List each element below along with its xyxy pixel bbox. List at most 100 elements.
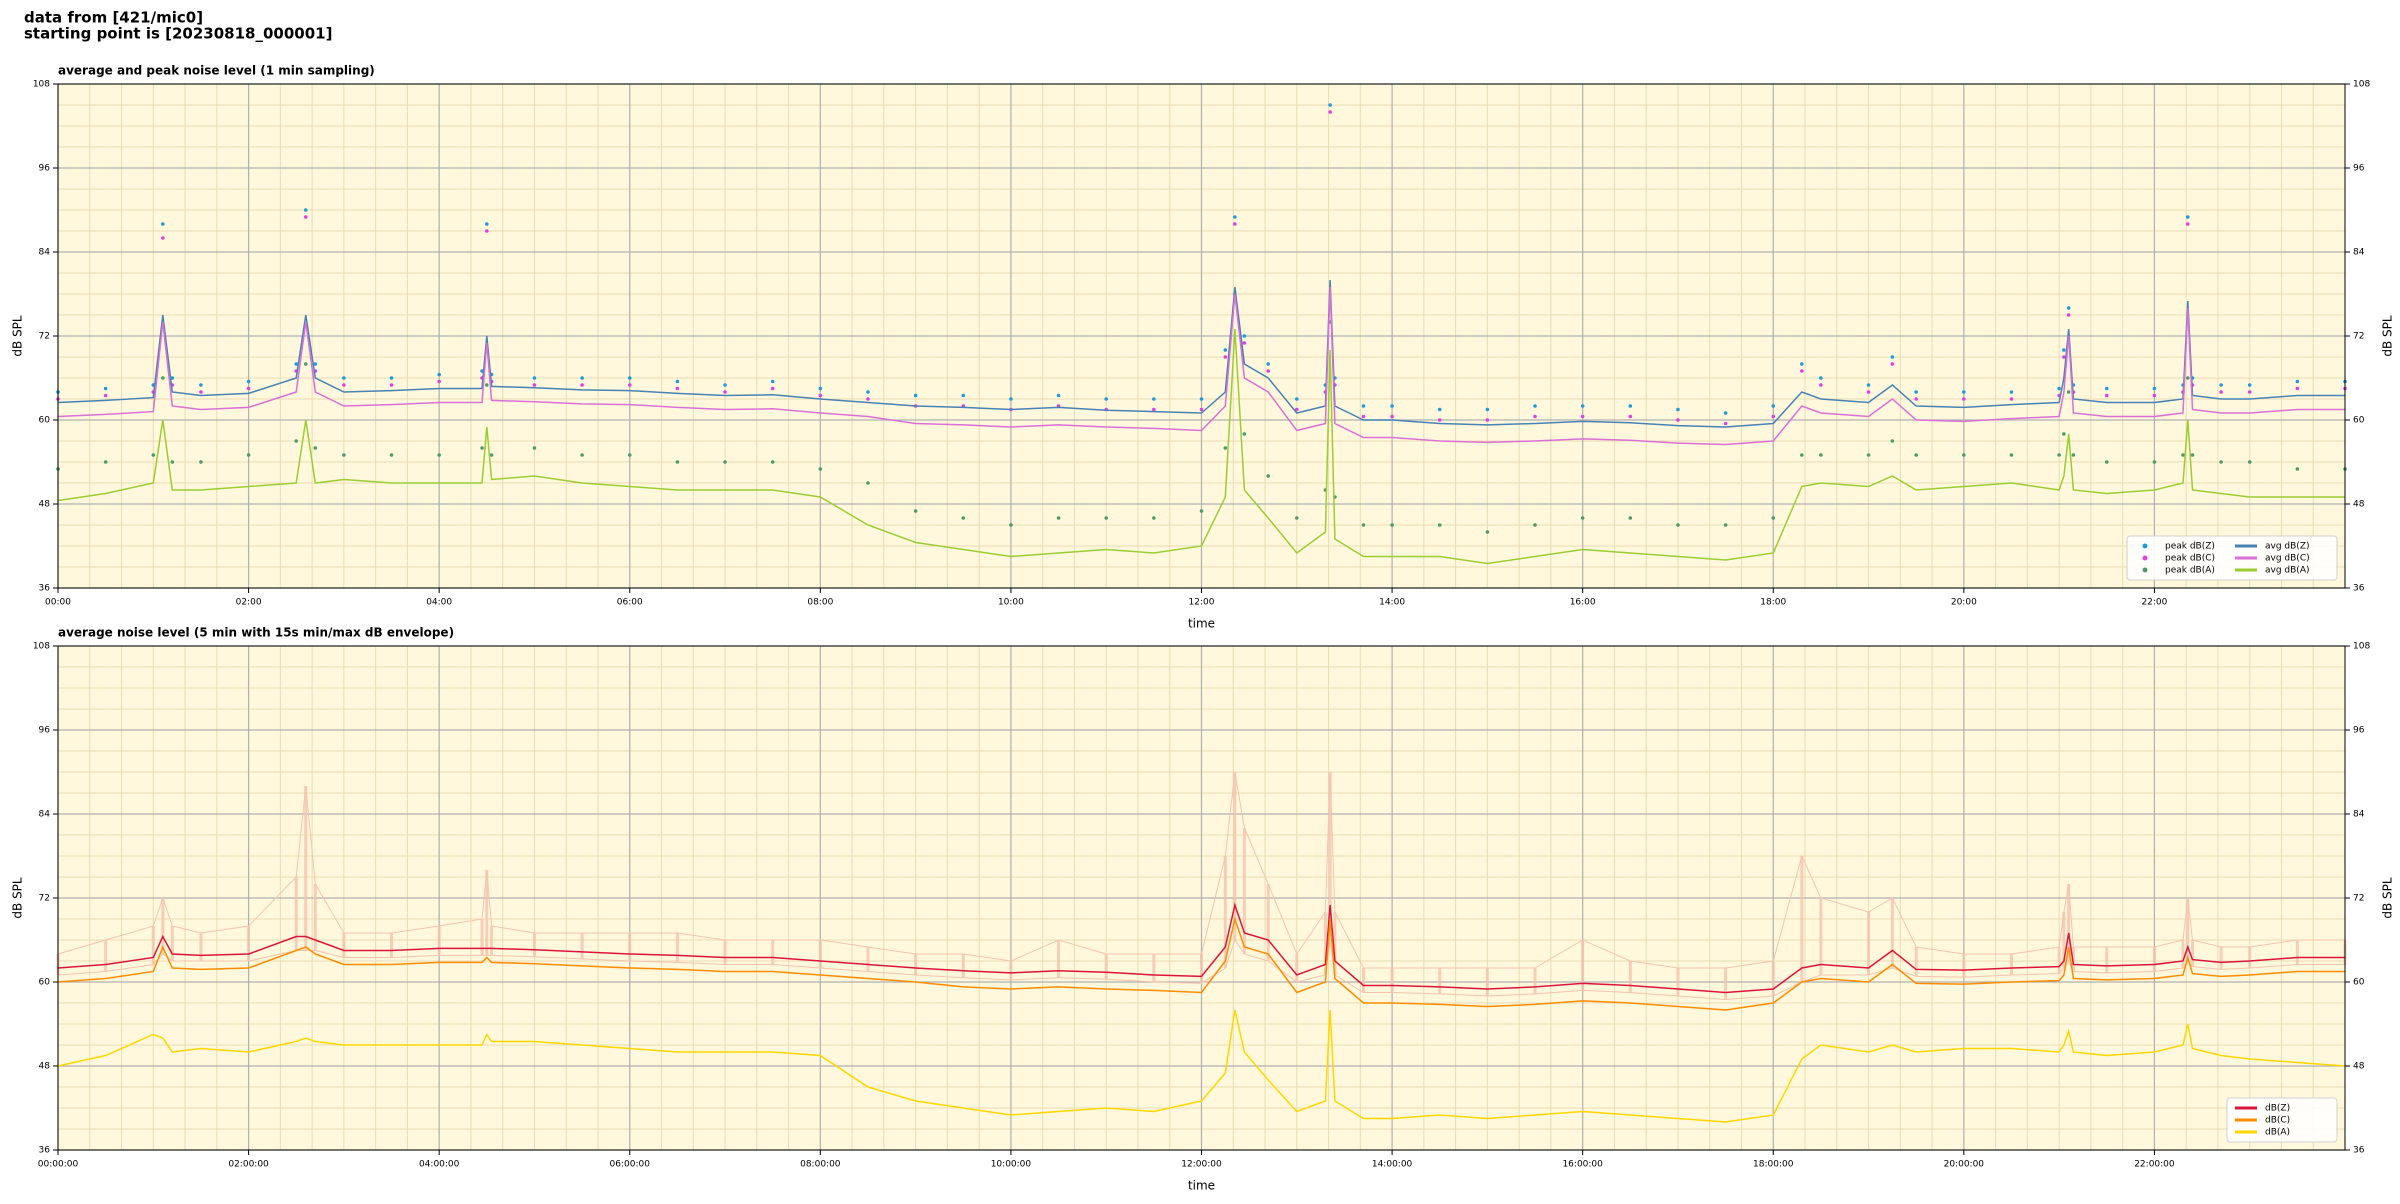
y-tick-label: 84 [39, 248, 51, 258]
series-line [57, 1009, 2346, 1123]
y-tick-label: 84 [39, 810, 51, 820]
peak-point [1437, 418, 1442, 422]
peak-point [1199, 509, 1204, 513]
peak-point [1628, 414, 1633, 419]
legend-label: dB(C) [2265, 1116, 2290, 1126]
legend-label: dB(A) [2265, 1128, 2290, 1138]
peak-point [1361, 404, 1366, 408]
peak-point [818, 393, 823, 398]
y2-tick-label: 84 [2353, 810, 2365, 820]
peak-point [1223, 446, 1228, 450]
peak-point [1104, 516, 1109, 520]
peak-point [303, 208, 308, 212]
peak-point [913, 509, 918, 513]
peak-point [1628, 404, 1633, 408]
peak-point [1009, 397, 1013, 401]
peak-point [161, 236, 165, 240]
peak-point [818, 467, 823, 471]
peak-point [485, 229, 489, 233]
envelope-edge [57, 771, 2345, 969]
y-tick-label: 48 [39, 500, 51, 510]
x-axis-label: time [1188, 617, 1215, 631]
y2-tick-label: 36 [2353, 1146, 2365, 1156]
legend-label: peak dB(C) [2165, 554, 2215, 564]
peak-point [818, 386, 823, 391]
peak-point [2009, 397, 2014, 401]
y2-tick-label: 48 [2353, 500, 2365, 510]
legend-marker [2142, 567, 2148, 573]
peak-point [913, 393, 918, 398]
peak-point [2247, 460, 2252, 464]
y2-axis-label: dB SPL [2381, 877, 2395, 919]
peak-point [1009, 523, 1013, 527]
peak-point [961, 516, 966, 520]
peak-point [2066, 390, 2071, 394]
legend-label: avg dB(A) [2265, 566, 2309, 576]
peak-point [866, 481, 870, 485]
peak-point [770, 386, 775, 391]
peak-point [1676, 407, 1680, 412]
peak-point [1866, 453, 1871, 457]
peak-point [1962, 397, 1966, 401]
peak-point [2057, 386, 2061, 391]
peak-point [485, 222, 489, 226]
peak-point [1056, 516, 1061, 520]
peak-point [1723, 411, 1728, 415]
peak-point [2104, 393, 2109, 398]
x-tick-label: 04:00 [426, 598, 452, 608]
peak-point [1890, 355, 1895, 359]
x-tick-label: 22:00:00 [2134, 1160, 2175, 1170]
peak-point [2062, 355, 2066, 359]
peak-point [1771, 404, 1776, 408]
peak-point [2009, 453, 2014, 457]
peak-point [1819, 453, 1823, 457]
x-tick-label: 22:00 [2141, 598, 2167, 608]
x-tick-label: 18:00 [1760, 598, 1786, 608]
peak-point [1485, 418, 1490, 422]
peak-point [1723, 523, 1728, 527]
peak-point [1266, 369, 1271, 373]
y2-tick-label: 108 [2353, 80, 2370, 90]
peak-point [1242, 334, 1247, 338]
peak-point [580, 383, 584, 387]
peak-point [2219, 390, 2223, 394]
peak-point [627, 453, 632, 457]
series-line [57, 916, 2345, 1011]
peak-point [2062, 348, 2066, 352]
x-tick-label: 16:00:00 [1562, 1160, 1603, 1170]
series-line [57, 902, 2345, 994]
peak-point [342, 376, 346, 380]
peak-point [1199, 397, 1204, 401]
peak-point [199, 390, 203, 394]
peak-point [2247, 390, 2252, 394]
x-tick-label: 20:00 [1951, 598, 1977, 608]
peak-point [389, 383, 394, 387]
peak-point [2152, 386, 2157, 391]
peak-point [1266, 474, 1271, 478]
legend-label: peak dB(A) [2165, 566, 2215, 576]
peak-point [1328, 103, 1332, 107]
peak-point [2152, 460, 2157, 464]
peak-point [1533, 523, 1537, 527]
x-tick-label: 20:00:00 [1944, 1160, 1985, 1170]
peak-point [1800, 453, 1804, 457]
peak-point [1580, 516, 1585, 520]
peak-point [675, 386, 680, 391]
peak-point [1294, 407, 1299, 412]
peak-point [342, 383, 346, 387]
y2-tick-label: 72 [2353, 894, 2364, 904]
x-tick-label: 06:00:00 [610, 1160, 651, 1170]
peak-point [1800, 362, 1804, 366]
peak-point [1890, 362, 1895, 366]
peak-point [1962, 390, 1966, 394]
y2-tick-label: 96 [2353, 726, 2365, 736]
x-tick-label: 08:00:00 [800, 1160, 841, 1170]
x-axis-label: time [1188, 1179, 1215, 1193]
peak-point [1771, 414, 1776, 419]
peak-point [532, 446, 537, 450]
peak-point [1914, 453, 1918, 457]
peak-point [1233, 215, 1237, 219]
header-line: starting point is [20230818_000001] [24, 25, 332, 43]
peak-point [1771, 516, 1776, 520]
